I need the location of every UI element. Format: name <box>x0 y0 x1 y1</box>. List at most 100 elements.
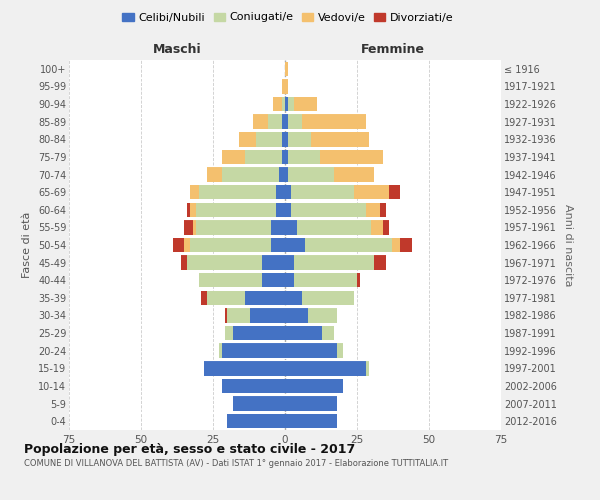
Bar <box>282 132 285 146</box>
Bar <box>374 256 386 270</box>
Bar <box>262 256 285 270</box>
Bar <box>392 238 400 252</box>
Text: Maschi: Maschi <box>152 44 202 57</box>
Bar <box>285 414 337 428</box>
Bar <box>277 202 285 217</box>
Bar <box>256 132 282 146</box>
Bar <box>285 256 293 270</box>
Bar <box>285 238 305 252</box>
Bar <box>271 238 285 252</box>
Bar <box>190 202 196 217</box>
Bar <box>221 150 245 164</box>
Bar <box>233 396 285 411</box>
Bar <box>400 238 412 252</box>
Bar <box>285 150 288 164</box>
Bar <box>285 62 288 76</box>
Bar <box>365 202 380 217</box>
Bar <box>187 202 190 217</box>
Bar <box>181 256 187 270</box>
Bar <box>291 185 354 200</box>
Bar <box>371 220 383 234</box>
Bar <box>190 238 271 252</box>
Bar <box>199 185 277 200</box>
Bar <box>221 344 285 358</box>
Bar <box>288 97 293 112</box>
Bar <box>268 114 282 129</box>
Bar <box>288 114 302 129</box>
Bar <box>288 132 311 146</box>
Bar <box>288 168 334 181</box>
Bar <box>190 185 199 200</box>
Bar <box>285 185 291 200</box>
Bar <box>285 308 308 322</box>
Bar <box>285 361 365 376</box>
Bar <box>207 168 221 181</box>
Bar <box>285 378 343 393</box>
Bar <box>224 326 233 340</box>
Bar <box>357 273 360 287</box>
Bar <box>389 185 400 200</box>
Bar <box>302 290 354 305</box>
Bar <box>285 273 293 287</box>
Bar <box>173 238 184 252</box>
Bar <box>285 79 288 94</box>
Bar <box>293 256 374 270</box>
Bar <box>288 150 320 164</box>
Bar <box>262 273 285 287</box>
Bar <box>219 344 221 358</box>
Bar <box>279 168 285 181</box>
Bar <box>305 238 392 252</box>
Bar <box>334 168 374 181</box>
Bar <box>291 202 365 217</box>
Bar <box>221 378 285 393</box>
Bar <box>196 202 277 217</box>
Bar <box>365 361 368 376</box>
Bar <box>285 97 288 112</box>
Y-axis label: Anni di nascita: Anni di nascita <box>563 204 574 286</box>
Bar <box>253 114 268 129</box>
Bar <box>193 220 196 234</box>
Bar <box>354 185 389 200</box>
Bar <box>285 290 302 305</box>
Bar <box>285 114 288 129</box>
Bar <box>274 97 282 112</box>
Bar <box>202 290 207 305</box>
Bar <box>293 97 317 112</box>
Bar <box>285 326 322 340</box>
Bar <box>282 97 285 112</box>
Bar <box>221 168 279 181</box>
Bar <box>282 114 285 129</box>
Bar <box>245 290 285 305</box>
Bar <box>311 132 368 146</box>
Bar <box>383 220 389 234</box>
Text: Popolazione per età, sesso e stato civile - 2017: Popolazione per età, sesso e stato civil… <box>24 442 355 456</box>
Bar <box>199 273 262 287</box>
Bar <box>285 202 291 217</box>
Bar <box>285 220 296 234</box>
Bar <box>285 168 288 181</box>
Bar <box>227 414 285 428</box>
Bar <box>233 326 285 340</box>
Bar <box>285 132 288 146</box>
Text: COMUNE DI VILLANOVA DEL BATTISTA (AV) - Dati ISTAT 1° gennaio 2017 - Elaborazion: COMUNE DI VILLANOVA DEL BATTISTA (AV) - … <box>24 459 448 468</box>
Bar <box>282 150 285 164</box>
Bar <box>322 326 334 340</box>
Bar <box>271 220 285 234</box>
Bar <box>277 185 285 200</box>
Bar <box>196 220 271 234</box>
Bar <box>296 220 371 234</box>
Text: Femmine: Femmine <box>361 44 425 57</box>
Bar <box>337 344 343 358</box>
Bar <box>320 150 383 164</box>
Bar <box>308 308 337 322</box>
Bar <box>285 344 337 358</box>
Bar <box>184 238 190 252</box>
Y-axis label: Fasce di età: Fasce di età <box>22 212 32 278</box>
Bar <box>282 79 285 94</box>
Bar <box>224 308 227 322</box>
Bar <box>205 361 285 376</box>
Bar <box>184 220 193 234</box>
Bar <box>227 308 250 322</box>
Bar <box>293 273 357 287</box>
Bar <box>245 150 282 164</box>
